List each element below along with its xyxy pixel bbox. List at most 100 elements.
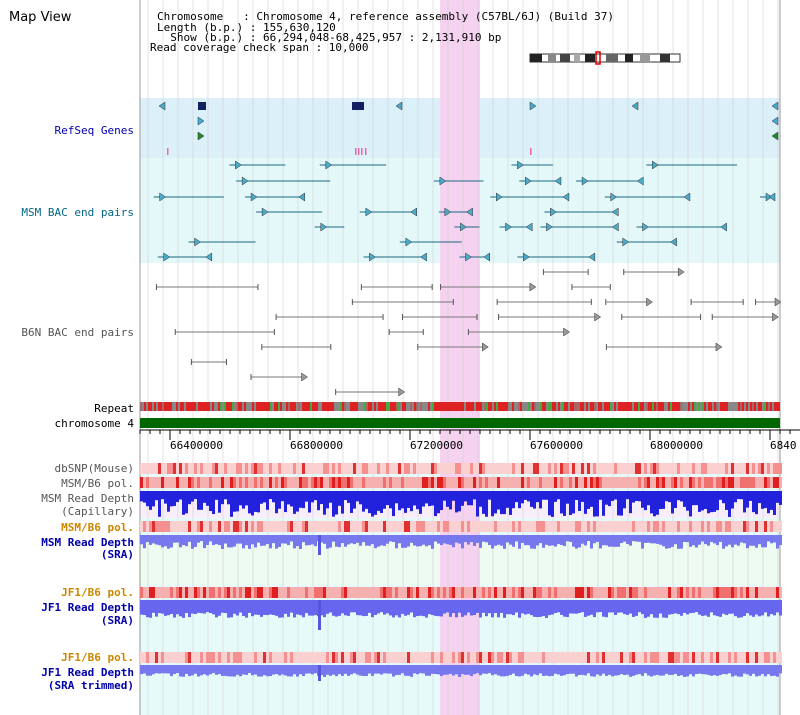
repeat-block <box>388 402 390 411</box>
depth-bar <box>326 665 329 675</box>
heatmap-cell <box>554 652 557 663</box>
track-label-dbsnp[interactable]: dbSNP(Mouse) <box>54 462 134 475</box>
depth-bar <box>176 600 179 615</box>
heatmap-cell <box>281 477 284 488</box>
depth-bar <box>179 491 182 500</box>
depth-bar <box>293 600 296 618</box>
heatmap-cell <box>173 463 176 474</box>
repeat-block <box>406 402 408 411</box>
repeat-block <box>368 402 370 411</box>
depth-bar <box>773 535 776 543</box>
repeat-block <box>268 402 270 411</box>
depth-bar <box>254 491 257 512</box>
msm-bac-end <box>670 237 677 247</box>
depth-bar <box>584 600 587 617</box>
track-label-refseq-genes[interactable]: RefSeq Genes <box>54 124 134 137</box>
depth-bar <box>329 535 332 548</box>
heatmap-cell <box>599 477 602 488</box>
repeat-block <box>574 402 576 411</box>
heatmap-cell <box>326 587 329 598</box>
refseq-tick <box>361 148 363 155</box>
track-label-msm-bac[interactable]: MSM BAC end pairs <box>21 206 134 219</box>
track-label-jf1-depth-sra-2: (SRA) <box>100 614 134 627</box>
heatmap-cell <box>557 587 560 598</box>
b6n-bac-end <box>563 327 570 337</box>
heatmap-cell <box>446 463 449 474</box>
depth-bar <box>695 535 698 548</box>
heatmap-cell <box>290 477 293 488</box>
depth-bar <box>494 535 497 546</box>
msm-bac-end <box>444 207 452 217</box>
heatmap-cell <box>575 521 578 532</box>
repeat-block <box>776 402 778 411</box>
depth-bar <box>257 665 260 677</box>
repeat-block <box>354 402 356 411</box>
heatmap-cell <box>377 652 380 663</box>
depth-bar <box>527 491 530 502</box>
repeat-block <box>300 402 302 411</box>
heatmap-cell <box>755 587 758 598</box>
depth-bar <box>713 491 716 512</box>
depth-bar <box>560 665 563 676</box>
heatmap-cell <box>440 587 443 598</box>
depth-bar <box>224 535 227 544</box>
msm-bac-end <box>163 252 171 262</box>
heatmap-cell <box>203 477 206 488</box>
depth-bar <box>233 665 236 677</box>
heatmap-cell <box>512 521 515 532</box>
depth-bar <box>638 491 641 502</box>
track-label-msm-depth-sra-1[interactable]: MSM Read Depth <box>41 536 134 549</box>
track-label-jf1-depth-sra-1[interactable]: JF1 Read Depth <box>41 601 134 614</box>
heatmap-cell <box>248 521 251 532</box>
heatmap-cell <box>659 652 662 663</box>
heatmap-cell <box>275 652 278 663</box>
repeat-block <box>642 402 644 411</box>
repeat-block <box>188 402 190 411</box>
depth-bar <box>311 535 314 545</box>
heatmap-cell <box>674 521 677 532</box>
depth-bar <box>737 600 740 618</box>
track-label-msm-b6-pol[interactable]: MSM/B6 pol. <box>61 477 134 490</box>
track-label-jf1-depth-trim-1[interactable]: JF1 Read Depth <box>41 666 134 679</box>
heatmap-cell <box>536 463 539 474</box>
repeat-block <box>524 402 526 411</box>
heatmap-cell <box>755 521 758 532</box>
heatmap-cell <box>335 587 338 598</box>
heatmap-cell <box>470 587 473 598</box>
heatmap-cell <box>335 477 338 488</box>
depth-bar <box>419 491 422 514</box>
heatmap-cell <box>623 477 626 488</box>
depth-bar <box>527 600 530 614</box>
heatmap-cell <box>296 477 299 488</box>
depth-bar <box>671 491 674 514</box>
depth-bar <box>140 491 143 502</box>
repeat-block <box>196 402 198 411</box>
heatmap-cell <box>455 477 458 488</box>
heatmap-cell <box>371 463 374 474</box>
repeat-block <box>420 402 422 411</box>
heatmap-cell <box>542 463 545 474</box>
heatmap-cell <box>257 521 260 532</box>
track-label-msm-depth-capillary-1[interactable]: MSM Read Depth <box>41 492 134 505</box>
track-label-jf1-b6-pol[interactable]: JF1/B6 pol. <box>61 586 134 599</box>
repeat-block <box>400 402 402 411</box>
depth-bar <box>563 665 566 676</box>
repeat-block <box>230 402 232 411</box>
repeat-block <box>544 402 546 411</box>
heatmap-cell <box>167 463 170 474</box>
track-label-jf1-b6-pol-2[interactable]: JF1/B6 pol. <box>61 651 134 664</box>
heatmap-cell <box>629 477 632 488</box>
heatmap-cell <box>656 587 659 598</box>
depth-bar <box>167 600 170 616</box>
depth-bar <box>245 535 248 546</box>
heatmap-cell <box>776 652 779 663</box>
heatmap-cell <box>260 477 263 488</box>
heatmap-cell <box>473 587 476 598</box>
heatmap-cell <box>596 463 599 474</box>
track-label-b6n-bac[interactable]: B6N BAC end pairs <box>21 326 134 339</box>
depth-bar <box>374 491 377 515</box>
repeat-block <box>624 402 626 411</box>
track-label-msm-b6-pol-2[interactable]: MSM/B6 pol. <box>61 521 134 534</box>
repeat-block <box>172 402 174 411</box>
heatmap-cell <box>722 477 725 488</box>
